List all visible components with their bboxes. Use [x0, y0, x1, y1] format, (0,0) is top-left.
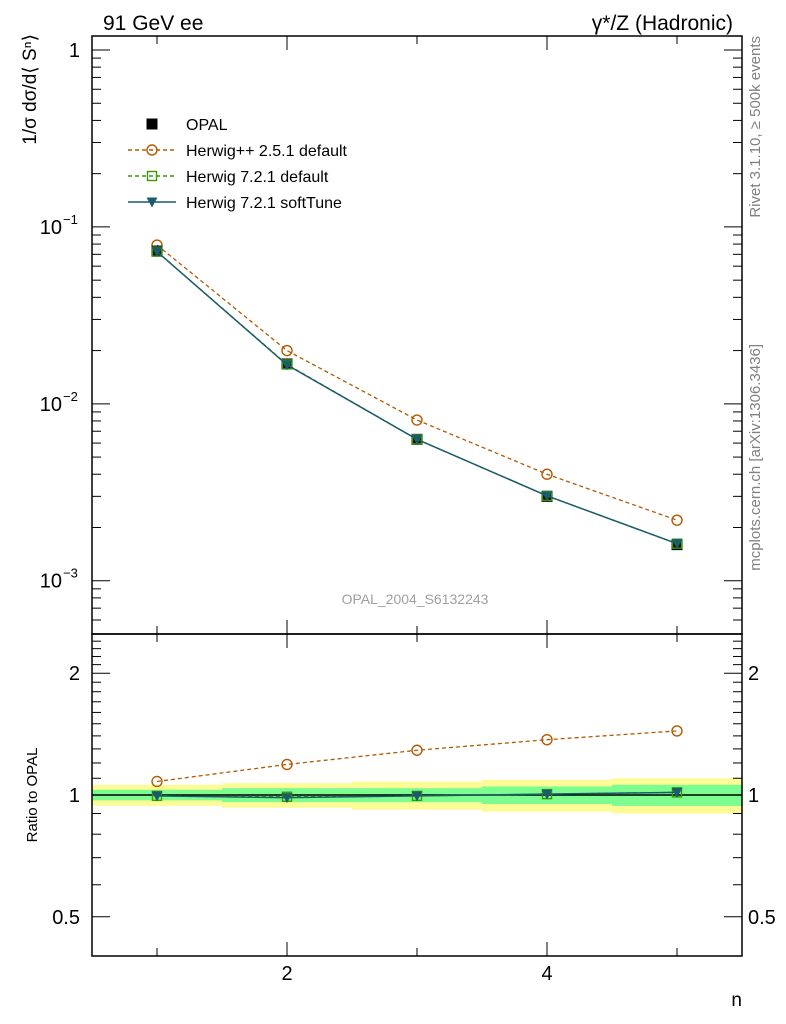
right-title: γ*/Z (Hadronic) [592, 12, 733, 35]
left-title: 91 GeV ee [103, 12, 203, 35]
series-point-1 [151, 775, 163, 788]
y-tick-label: 10 [40, 571, 62, 593]
series-line-3 [156, 251, 678, 545]
x-tick-label: 4 [541, 963, 552, 985]
series-point-1 [411, 414, 423, 426]
watermark: OPAL_2004_S6132243 [342, 591, 489, 607]
series-point-3 [671, 539, 683, 550]
series-point-3 [151, 791, 163, 802]
series-point-3 [541, 491, 553, 502]
series-point-3 [411, 791, 423, 802]
y-tick-label-exponent: −2 [63, 389, 78, 404]
legend-marker-3 [146, 197, 158, 208]
series-point-1 [541, 468, 553, 480]
y-tick-label-exponent: −3 [63, 566, 78, 581]
ratio-y-tick-label: 1 [69, 785, 80, 807]
side-label-top: Rivet 3.1.10, ≥ 500k events [747, 36, 764, 218]
ratio-y-tick-label: 0.5 [52, 907, 80, 929]
series-point-3 [151, 247, 163, 258]
y-tick-label: 10 [40, 394, 62, 416]
series-point-1 [411, 744, 423, 756]
y-tick-label-exponent: −1 [63, 212, 78, 227]
main-panel: 110−110−210−3 [40, 35, 743, 635]
legend-label-0: OPAL [186, 117, 228, 134]
ratio-y-axis-label: Ratio to OPAL [24, 748, 41, 843]
y-tick-label: 10 [40, 217, 62, 239]
legend-marker-2 [146, 170, 158, 182]
x-axis-label: n [731, 990, 742, 1011]
side-label-bottom: mcplots.cern.ch [arXiv:1306.3436] [747, 344, 764, 571]
x-tick-label: 2 [281, 963, 292, 985]
legend-label-3: Herwig 7.2.1 softTune [186, 195, 342, 212]
series-line-1 [156, 244, 678, 521]
series-point-3 [671, 787, 683, 798]
legend-label-1: Herwig++ 2.5.1 default [186, 143, 348, 160]
ratio-y-tick-label-right: 2 [748, 663, 759, 685]
series-point-1 [541, 733, 553, 746]
legend: OPAL Herwig++ 2.5.1 default Herwig 7.2.1 d… [128, 117, 348, 212]
series-point-3 [541, 789, 553, 800]
ratio-y-tick-label: 2 [69, 663, 80, 685]
legend-marker-0 [146, 118, 158, 130]
series-line-1 [156, 730, 678, 783]
series-point-1 [281, 758, 293, 771]
legend-label-2: Herwig 7.2.1 default [186, 169, 329, 186]
series-point-3 [281, 360, 293, 371]
series-point-3 [281, 793, 293, 804]
series-point-1 [671, 514, 683, 526]
ratio-y-tick-label-right: 1 [748, 785, 759, 807]
series-line-2 [156, 251, 678, 545]
ratio-panel: 2 4 2 2 1 1 0.5 0.5 [52, 633, 776, 985]
legend-marker-1 [146, 144, 158, 156]
main-y-axis-label: 1/σ dσ/d⟨ Sⁿ⟩ [20, 34, 41, 145]
series-point-1 [281, 344, 293, 357]
series-point-3 [411, 434, 423, 445]
series-point-1 [671, 725, 683, 737]
y-tick-label: 1 [69, 40, 80, 62]
ratio-y-tick-label-right: 0.5 [748, 907, 776, 929]
